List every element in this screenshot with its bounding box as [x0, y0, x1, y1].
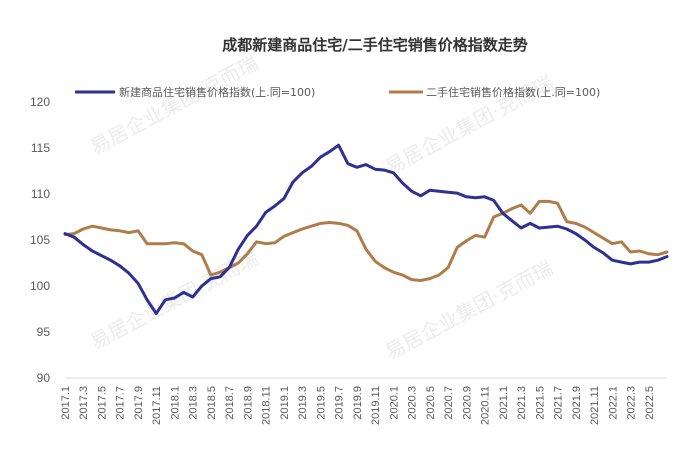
x-tick-label: 2018.5 [206, 386, 218, 420]
series-line-second-hand [63, 199, 669, 282]
x-tick-label: 2022.1 [607, 386, 619, 420]
x-tick-label: 2019.1 [279, 386, 291, 420]
x-tick-label: 2017.1 [60, 386, 72, 420]
x-tick-label: 2018.11 [261, 386, 273, 425]
legend: 新建商品住宅销售价格指数(上.同=100) 二手住宅销售价格指数(上.同=100… [75, 85, 600, 99]
legend-label-new-homes: 新建商品住宅销售价格指数(上.同=100) [119, 85, 315, 99]
series-line-new-homes [63, 143, 669, 316]
x-tick-label: 2020.1 [388, 386, 400, 420]
y-tick-label: 115 [31, 141, 50, 155]
x-tick-label: 2018.1 [169, 386, 181, 420]
series-layer [63, 143, 669, 316]
x-tick-label: 2019.3 [297, 386, 309, 420]
watermark-text: 易居企业集团·克而瑞 [86, 51, 262, 160]
x-tick-label: 2017.3 [78, 386, 90, 420]
x-tick-label: 2022.5 [644, 386, 656, 420]
x-tick-label: 2021.9 [571, 386, 583, 420]
x-tick-label: 2020.3 [407, 386, 419, 420]
y-tick-label: 105 [30, 233, 50, 247]
x-tick-label: 2019.9 [352, 386, 364, 420]
y-tick-label: 95 [37, 325, 51, 339]
x-tick-label: 2019.5 [315, 386, 327, 420]
x-tick-label: 2020.9 [461, 386, 473, 420]
x-tick-label: 2020.7 [443, 386, 455, 420]
x-tick-label: 2020.5 [425, 386, 437, 420]
legend-label-second-hand: 二手住宅销售价格指数(上.同=100) [426, 85, 600, 99]
x-tick-label: 2018.9 [242, 386, 254, 420]
x-tick-label: 2020.11 [480, 386, 492, 425]
x-tick-label: 2021.11 [589, 386, 601, 425]
y-tick-label: 110 [31, 187, 50, 201]
x-tick-label: 2018.3 [188, 386, 200, 420]
x-tick-label: 2017.9 [133, 386, 145, 420]
y-tick-label: 90 [37, 371, 51, 385]
x-tick-label: 2019.7 [334, 386, 346, 420]
chart-title: 成都新建商品住宅/二手住宅销售价格指数走势 [222, 36, 527, 54]
y-axis: 90 95 100 105 110 115 120 [30, 95, 50, 385]
x-axis: 2017.1 2017.3 2017.5 2017.7 2017.9 2017.11 201… [60, 377, 667, 425]
x-tick-label: 2021.1 [498, 386, 510, 420]
x-tick-label: 2019.11 [370, 386, 382, 425]
x-tick-label: 2021.7 [553, 386, 565, 420]
y-tick-label: 120 [30, 95, 50, 109]
x-tick-label: 2021.3 [516, 386, 528, 420]
x-tick-label: 2021.5 [534, 386, 546, 420]
x-tick-label: 2017.5 [96, 386, 108, 420]
x-tick-label: 2018.7 [224, 386, 236, 420]
x-tick-label: 2017.11 [151, 386, 163, 425]
watermark-text: 易居企业集团·克而瑞 [381, 256, 557, 365]
y-tick-label: 100 [30, 279, 50, 293]
x-tick-label: 2017.7 [115, 386, 127, 420]
x-tick-label: 2022.3 [626, 386, 638, 420]
